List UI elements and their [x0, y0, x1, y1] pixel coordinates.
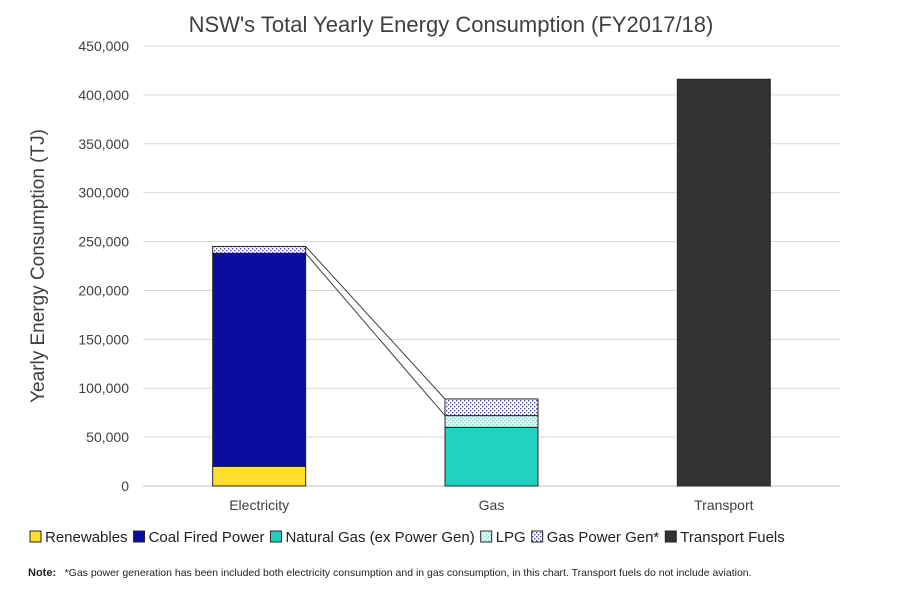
bar-segment [444, 426, 539, 487]
bar-segment [444, 415, 539, 428]
y-tick-label: 250,000 [78, 234, 129, 250]
category-labels: Electricity Gas Transport [229, 497, 753, 513]
bar-segment [676, 78, 771, 487]
y-tick-label: 50,000 [86, 429, 129, 445]
y-tick-label: 200,000 [78, 282, 129, 298]
y-tick-label: 300,000 [78, 185, 129, 201]
note-text: *Gas power generation has been included … [65, 567, 752, 579]
y-tick-label: 150,000 [78, 331, 129, 347]
y-tick-label: 100,000 [78, 380, 129, 396]
bars [212, 78, 771, 487]
legend-swatch [269, 530, 282, 543]
y-axis-label: Yearly Energy Consumption (TJ) [28, 129, 49, 403]
legend-label: Gas Power Gen* [547, 529, 660, 546]
legend-swatch [29, 530, 42, 543]
legend-label: Renewables [45, 529, 128, 546]
bar-segment [444, 398, 539, 417]
y-tick-labels: 0 50,000 100,000 150,000 200,000 250,000 300,0… [78, 38, 129, 494]
y-tick-label: 450,000 [78, 38, 129, 54]
y-tick-label: 350,000 [78, 136, 129, 152]
connector-line-top [305, 246, 446, 400]
legend-label: Transport Fuels [680, 529, 784, 546]
category-label: Transport [694, 497, 754, 513]
bar-segment [212, 245, 307, 254]
legend-label: LPG [496, 529, 526, 546]
category-label: Electricity [229, 497, 289, 513]
legend-swatch [480, 530, 493, 543]
legend-swatch [664, 530, 677, 543]
legend-swatch [133, 530, 146, 543]
y-tick-label: 0 [121, 478, 129, 494]
legend-swatch [531, 530, 544, 543]
y-tick-label: 400,000 [78, 87, 129, 103]
connector-line-bottom [305, 252, 446, 416]
note-label: Note: [28, 567, 56, 579]
legend-label: Natural Gas (ex Power Gen) [285, 529, 474, 546]
chart-title: NSW's Total Yearly Energy Consumption (F… [189, 12, 714, 37]
bar-segment [212, 465, 307, 487]
category-label: Gas [479, 497, 505, 513]
footnote: Note: *Gas power generation has been inc… [28, 563, 752, 580]
legend: Renewables Coal Fired Power Natural Gas (e… [29, 529, 785, 546]
bar-segment [212, 252, 307, 467]
legend-label: Coal Fired Power [149, 529, 265, 546]
gas-power-connector [305, 246, 446, 416]
